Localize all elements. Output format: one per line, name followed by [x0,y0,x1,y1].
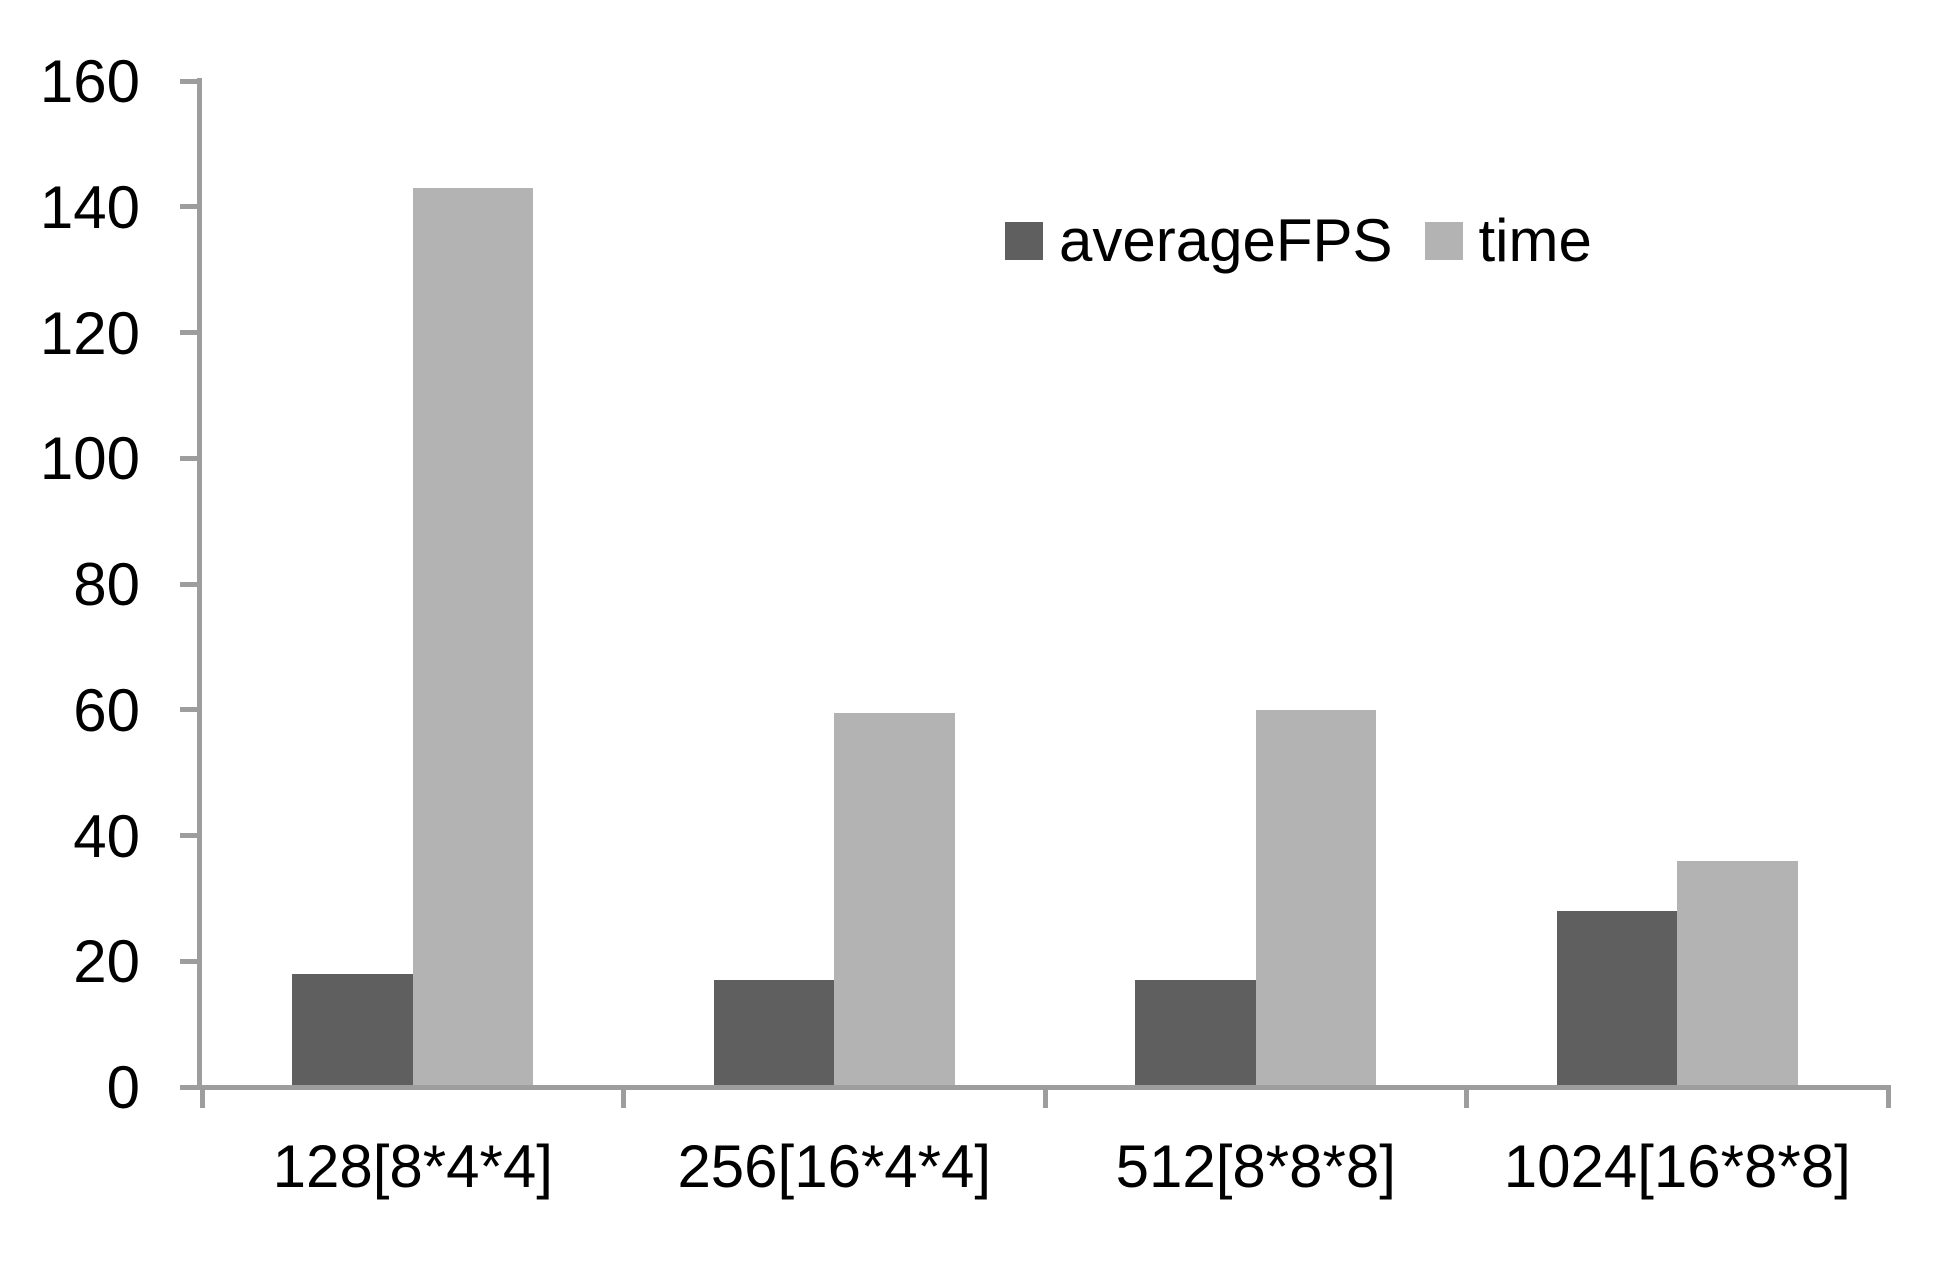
y-tick [180,958,202,964]
legend-swatch-averagefps-icon [1005,222,1043,260]
x-category-tick [1464,1087,1469,1108]
bar-averageFPS-3 [1135,980,1256,1087]
x-category-label: 256[16*4*4] [677,1133,992,1200]
y-tick [180,78,202,84]
y-tick-label: 0 [106,1054,140,1121]
y-tick [180,833,202,838]
y-tick [180,455,202,461]
y-tick-label: 160 [39,48,140,115]
x-category-tick [1885,1087,1891,1108]
y-tick-label: 60 [73,676,140,744]
legend-label-averagefps: averageFPS [1059,207,1393,274]
y-tick-label: 40 [73,802,140,870]
x-category-tick [199,1087,205,1108]
bar-time-4 [1677,860,1798,1087]
x-category-label: 128[8*4*4] [272,1133,553,1200]
y-tick [180,581,202,587]
y-tick-label: 20 [73,928,140,996]
legend-item-averagefps: averageFPS [1005,211,1393,271]
bar-time-1 [412,187,534,1087]
bar-averageFPS-4 [1556,910,1678,1087]
legend: averageFPS time [1005,211,1592,271]
y-tick-label: 100 [39,425,140,493]
y-tick [180,330,202,335]
x-category-tick [1042,1087,1048,1108]
bar-averageFPS-2 [713,980,835,1087]
y-tick [180,1084,202,1090]
y-tick [180,707,202,713]
y-tick-label: 140 [39,173,140,241]
y-axis-line [197,78,202,1087]
bar-time-2 [834,712,955,1087]
legend-swatch-time-icon [1424,222,1463,260]
y-tick-label: 120 [39,299,140,367]
legend-item-time: time [1424,207,1592,274]
y-tick [180,204,202,210]
x-category-label: 512[8*8*8] [1115,1133,1396,1200]
y-tick-label: 80 [73,551,140,618]
x-category-label: 1024[16*8*8] [1503,1133,1851,1200]
bar-time-3 [1255,709,1377,1087]
legend-label-time: time [1478,207,1592,274]
bar-averageFPS-1 [292,973,413,1087]
x-category-tick [621,1087,626,1108]
